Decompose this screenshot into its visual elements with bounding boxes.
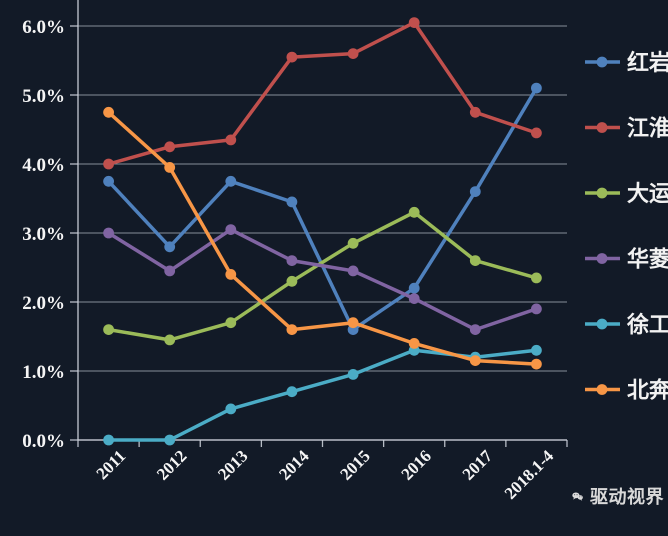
series-line-华菱: [106, 227, 539, 332]
legend-label: 大运: [627, 181, 668, 206]
y-axis-label: 3.0%: [22, 224, 65, 245]
series-marker-北奔: [225, 269, 237, 280]
x-axis-label: 2011: [93, 446, 130, 483]
series-marker-大运: [469, 255, 481, 266]
legend-label: 红岩: [627, 50, 668, 75]
series-marker-徐工: [103, 434, 114, 446]
x-axis-label: 2014: [275, 446, 313, 484]
y-axis-label: 6.0%: [22, 17, 65, 38]
x-axis-label: 2016: [398, 446, 435, 483]
x-axis-label: 2013: [214, 446, 251, 483]
series-marker-华菱: [408, 293, 420, 304]
x-axis-label: 2017: [459, 446, 497, 484]
series-marker-北奔: [469, 355, 481, 366]
series-marker-北奔: [164, 162, 176, 173]
watermark: 驱动视界: [572, 481, 664, 511]
series-marker-江淮: [225, 134, 237, 146]
legend-swatch-marker: [596, 122, 608, 133]
series-marker-大运: [286, 275, 298, 287]
series-marker-大运: [408, 206, 420, 218]
series-marker-大运: [103, 324, 114, 335]
legend-item-徐工: 徐工: [585, 312, 668, 337]
series-marker-江淮: [531, 127, 542, 139]
y-axis-label: 5.0%: [22, 86, 65, 107]
series-marker-徐工: [531, 344, 542, 356]
series-marker-大运: [347, 237, 359, 249]
legend-swatch-marker: [596, 253, 608, 264]
series-marker-徐工: [286, 386, 298, 398]
legend-item-北奔: 北奔: [585, 378, 668, 403]
series-line-大运: [106, 210, 539, 342]
series-marker-江淮: [469, 106, 481, 118]
series-marker-大运: [164, 334, 176, 346]
y-axis-label: 4.0%: [22, 155, 65, 176]
series-marker-徐工: [347, 369, 359, 380]
x-axis-label: 2015: [336, 446, 373, 483]
series-marker-江淮: [164, 141, 176, 153]
series-marker-江淮: [286, 51, 298, 63]
series-marker-徐工: [164, 434, 176, 446]
series-marker-华菱: [103, 227, 114, 239]
legend-swatch-marker: [596, 187, 608, 199]
y-axis-label: 0.0%: [22, 431, 65, 452]
series-marker-华菱: [469, 324, 481, 335]
series-marker-北奔: [408, 338, 420, 349]
series-marker-华菱: [286, 255, 298, 266]
series-marker-江淮: [347, 48, 359, 59]
series-marker-红岩: [531, 82, 542, 94]
series-line-北奔: [106, 110, 539, 366]
series-marker-红岩: [164, 241, 176, 253]
series-marker-大运: [531, 272, 542, 284]
x-axis-label: 2018.1-4: [501, 446, 558, 503]
series-marker-红岩: [225, 175, 237, 187]
series-marker-华菱: [164, 265, 176, 277]
wechat-icon: [572, 491, 583, 501]
legend-item-大运: 大运: [585, 181, 668, 206]
series-marker-北奔: [531, 358, 542, 370]
legend-label: 华菱: [627, 247, 668, 272]
series-marker-红岩: [469, 186, 481, 198]
legend-item-红岩: 红岩: [585, 50, 668, 75]
legend-item-江淮: 江淮: [585, 116, 668, 141]
legend-label: 江淮: [627, 116, 668, 141]
series-marker-北奔: [286, 324, 298, 335]
series-marker-华菱: [347, 265, 359, 277]
legend-swatch-marker: [596, 318, 608, 330]
series-marker-徐工: [225, 403, 237, 415]
series-line-江淮: [106, 20, 539, 166]
y-axis-label: 2.0%: [22, 293, 65, 314]
watermark-text: 驱动视界: [590, 487, 664, 507]
legend-swatch-marker: [596, 56, 608, 68]
series-marker-红岩: [286, 196, 298, 208]
series-marker-华菱: [531, 303, 542, 315]
series-marker-红岩: [408, 282, 420, 294]
legend-label: 北奔: [627, 378, 668, 403]
legend-swatch-marker: [596, 384, 608, 395]
series-marker-大运: [225, 317, 237, 329]
legend-item-华菱: 华菱: [585, 247, 668, 272]
x-axis-label: 2012: [153, 446, 190, 483]
series-marker-江淮: [408, 17, 420, 28]
series-marker-红岩: [103, 175, 114, 187]
y-axis-label: 1.0%: [22, 362, 65, 383]
series-marker-华菱: [225, 224, 237, 236]
series-marker-江淮: [103, 158, 114, 170]
series-marker-北奔: [347, 317, 359, 329]
series-marker-北奔: [103, 106, 114, 118]
legend-label: 徐工: [626, 312, 668, 337]
series-line-红岩: [106, 86, 539, 332]
